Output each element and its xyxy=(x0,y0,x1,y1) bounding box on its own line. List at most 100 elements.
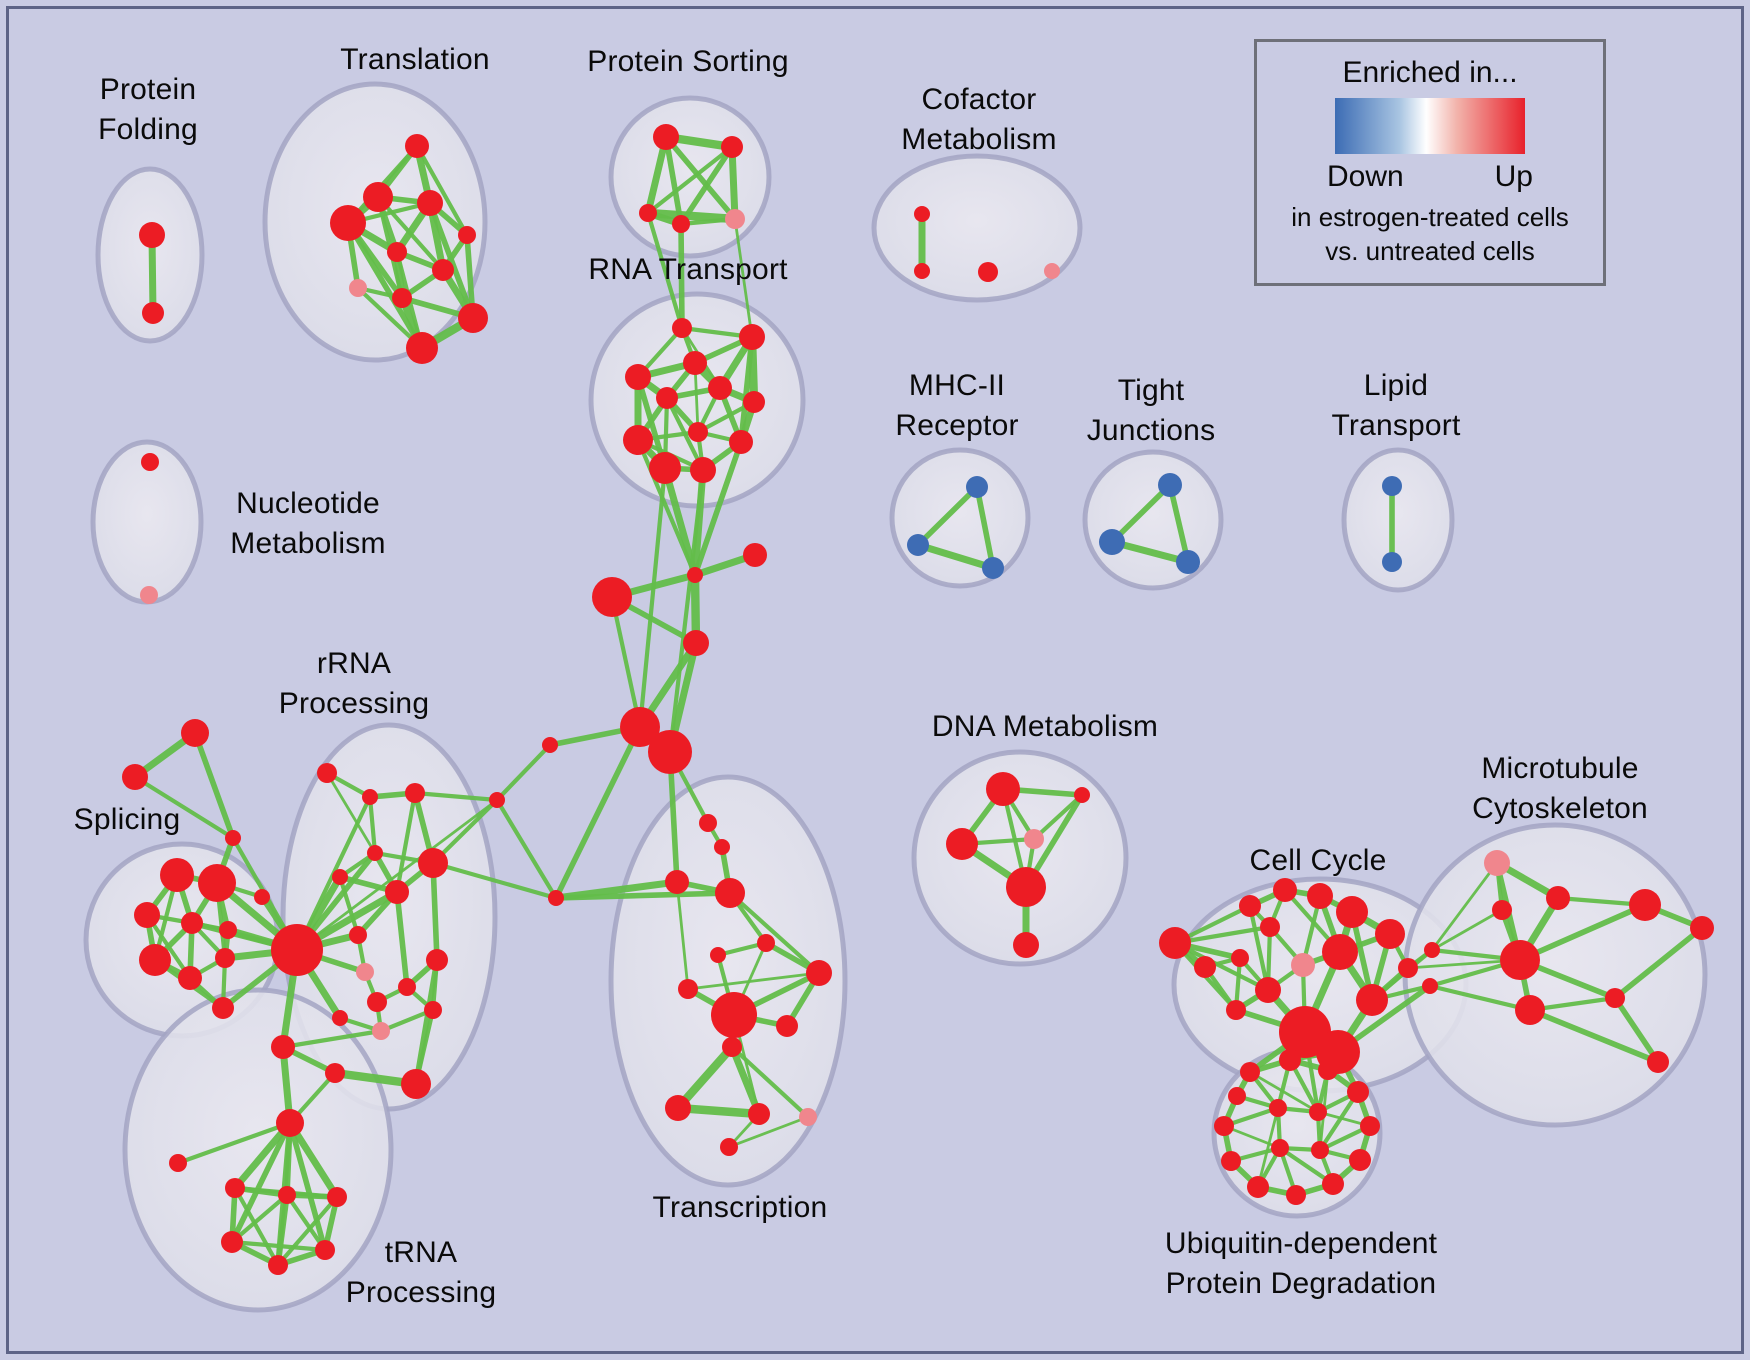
network-node-rr15 xyxy=(332,1010,348,1026)
network-node-rt12 xyxy=(690,457,716,483)
network-node-rr16 xyxy=(372,1022,390,1040)
network-node-mh1 xyxy=(966,476,988,498)
network-node-s2 xyxy=(198,864,236,902)
network-node-tj2 xyxy=(1099,529,1125,555)
network-edge xyxy=(295,798,499,952)
network-node-rrB xyxy=(401,1069,431,1099)
network-edge xyxy=(412,790,500,803)
network-edge xyxy=(375,194,446,273)
network-node-u3 xyxy=(327,1187,347,1207)
legend-up-label: Up xyxy=(1494,160,1533,193)
network-edge xyxy=(738,334,755,445)
network-node-s9 xyxy=(215,948,235,968)
network-node-d1 xyxy=(986,772,1020,806)
network-node-rt11 xyxy=(649,452,681,484)
network-edge xyxy=(286,1119,341,1201)
network-edge xyxy=(494,742,553,803)
network-node-pf1 xyxy=(139,222,165,248)
network-edge xyxy=(609,594,643,730)
network-node-ub1 xyxy=(1240,1062,1260,1082)
network-node-oc xyxy=(225,830,241,846)
network-node-mh2 xyxy=(907,534,929,556)
network-node-cf3 xyxy=(978,262,998,282)
network-edge xyxy=(1517,902,1648,963)
network-node-rr10 xyxy=(356,963,374,981)
network-edge xyxy=(1430,908,1504,952)
network-node-cc9 xyxy=(1231,949,1249,967)
network-node-ps4 xyxy=(672,215,690,233)
network-node-c6 xyxy=(648,730,692,774)
network-node-m1 xyxy=(1484,850,1510,876)
network-node-rt7 xyxy=(743,391,765,413)
network-node-c3 xyxy=(592,577,632,617)
network-node-tn9 xyxy=(748,1103,770,1125)
network-node-cc3 xyxy=(1273,878,1297,902)
network-node-rt4 xyxy=(625,364,651,390)
network-node-cc16 xyxy=(1356,984,1388,1016)
network-node-tn10 xyxy=(799,1108,817,1126)
network-node-u1 xyxy=(225,1178,245,1198)
legend-box: Enriched in... Down Up in estrogen-treat… xyxy=(1254,39,1606,286)
network-node-s5 xyxy=(219,921,237,939)
network-node-rt1 xyxy=(672,318,692,338)
network-node-t7 xyxy=(432,259,454,281)
network-node-ps2 xyxy=(721,136,743,158)
network-node-t1 xyxy=(405,134,429,158)
network-node-rr13 xyxy=(426,949,448,971)
network-node-s3 xyxy=(134,902,160,928)
network-node-cc11 xyxy=(1255,977,1281,1003)
network-edge xyxy=(1256,1106,1280,1189)
network-node-tr0 xyxy=(271,1035,295,1059)
cluster-ellipse-tight-junctions xyxy=(1082,449,1224,591)
network-node-tn6 xyxy=(776,1015,798,1037)
network-edge xyxy=(1317,1089,1361,1153)
network-node-tj1 xyxy=(1158,473,1182,497)
network-edge xyxy=(673,1042,737,1113)
legend-subtitle: in estrogen-treated cells vs. untreated … xyxy=(1291,202,1569,267)
network-node-rt9 xyxy=(623,425,653,455)
network-node-ub9 xyxy=(1247,1176,1269,1198)
network-node-r6 xyxy=(385,880,409,904)
network-edge xyxy=(1527,1007,1661,1065)
network-node-cc10 xyxy=(1194,956,1216,978)
network-node-t9 xyxy=(392,288,412,308)
network-edge xyxy=(231,1119,294,1192)
network-node-d6 xyxy=(1013,932,1039,958)
network-node-c5 xyxy=(620,707,660,747)
network-node-ub2 xyxy=(1279,1049,1301,1071)
legend-gradient-bar xyxy=(1335,98,1525,154)
network-node-cc5 xyxy=(1336,896,1368,928)
network-node-tn1 xyxy=(757,934,775,952)
network-node-tn7 xyxy=(722,1037,742,1057)
network-edge xyxy=(733,217,754,339)
network-node-ob xyxy=(122,764,148,790)
network-edge xyxy=(678,221,685,331)
network-node-ub4 xyxy=(1347,1081,1369,1103)
network-edge xyxy=(914,541,997,572)
network-node-rt2 xyxy=(739,324,765,350)
network-node-u2 xyxy=(278,1186,296,1204)
network-edge xyxy=(148,231,157,317)
legend-down-label: Down xyxy=(1327,160,1404,193)
network-node-cc4 xyxy=(1307,883,1333,909)
network-node-ub16 xyxy=(1311,1141,1329,1159)
network-edge xyxy=(1167,482,1191,565)
network-edge xyxy=(275,1194,340,1268)
network-node-d3 xyxy=(1024,829,1044,849)
network-edge xyxy=(1612,925,1705,1001)
network-node-cc8 xyxy=(1291,953,1315,977)
network-edge xyxy=(643,208,740,224)
network-node-c7 xyxy=(542,737,558,753)
network-node-c8 xyxy=(489,792,505,808)
network-edge xyxy=(663,134,684,227)
network-node-cc17 xyxy=(1398,958,1418,978)
network-node-rr9 xyxy=(349,926,367,944)
network-node-d2 xyxy=(946,828,978,860)
network-edge xyxy=(637,465,668,730)
network-node-m5 xyxy=(1515,995,1545,1025)
network-edge xyxy=(232,1185,281,1268)
network-edge xyxy=(337,874,361,938)
network-node-m9 xyxy=(1647,1051,1669,1073)
network-node-t3 xyxy=(363,182,393,212)
